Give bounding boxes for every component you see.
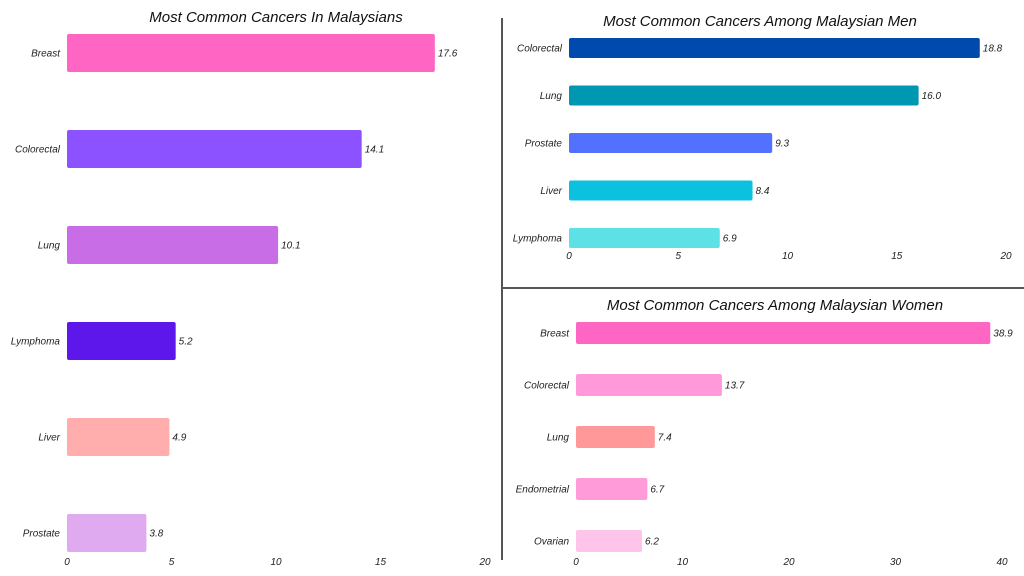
chart-title-all: Most Common Cancers In Malaysians xyxy=(149,9,403,26)
bar-endometrial xyxy=(576,478,648,500)
x-tick-label: 5 xyxy=(675,251,681,262)
category-label: Lung xyxy=(38,241,61,252)
bar-colorectal xyxy=(67,130,362,168)
x-tick-label: 15 xyxy=(375,557,387,568)
category-label: Endometrial xyxy=(516,485,570,496)
category-label: Lung xyxy=(540,91,563,102)
bar-lung xyxy=(569,85,919,106)
category-label: Breast xyxy=(31,49,61,60)
x-tick-label: 10 xyxy=(782,251,794,262)
bar-lung xyxy=(67,226,279,264)
x-tick-label: 15 xyxy=(891,251,903,262)
x-tick-label: 20 xyxy=(782,557,795,568)
bar-lymphoma xyxy=(67,322,176,360)
bar-lung xyxy=(576,426,655,448)
bar-prostate xyxy=(569,133,773,153)
bar-liver xyxy=(569,180,753,201)
x-tick-label: 0 xyxy=(64,557,70,568)
category-label: Prostate xyxy=(23,529,61,540)
chart-title-men: Most Common Cancers Among Malaysian Men xyxy=(603,13,917,30)
value-label: 7.4 xyxy=(658,433,672,444)
value-label: 6.7 xyxy=(650,485,664,496)
value-label: 16.0 xyxy=(922,91,942,102)
x-tick-label: 0 xyxy=(566,251,572,262)
category-label: Lymphoma xyxy=(11,337,61,348)
category-label: Liver xyxy=(540,186,562,197)
chart-title-women: Most Common Cancers Among Malaysian Wome… xyxy=(607,297,943,314)
x-tick-label: 5 xyxy=(169,557,175,568)
value-label: 17.6 xyxy=(438,49,458,60)
category-label: Breast xyxy=(540,329,570,340)
value-label: 5.2 xyxy=(179,337,193,348)
value-label: 6.9 xyxy=(723,234,737,245)
value-label: 14.1 xyxy=(365,145,384,156)
value-label: 8.4 xyxy=(756,186,770,197)
value-label: 10.1 xyxy=(281,241,300,252)
category-label: Prostate xyxy=(525,139,563,150)
value-label: 9.3 xyxy=(775,139,789,150)
category-label: Liver xyxy=(38,433,60,444)
x-tick-label: 20 xyxy=(999,251,1012,262)
x-tick-label: 10 xyxy=(677,557,689,568)
value-label: 4.9 xyxy=(172,433,186,444)
bar-ovarian xyxy=(576,530,643,552)
x-tick-label: 30 xyxy=(890,557,902,568)
bar-colorectal xyxy=(576,374,722,396)
value-label: 6.2 xyxy=(645,537,659,548)
category-label: Colorectal xyxy=(524,381,570,392)
bar-lymphoma xyxy=(569,228,720,248)
category-label: Lung xyxy=(547,433,570,444)
value-label: 3.8 xyxy=(149,529,163,540)
value-label: 18.8 xyxy=(983,44,1003,55)
category-label: Colorectal xyxy=(517,44,563,55)
category-label: Lymphoma xyxy=(513,234,563,245)
bar-liver xyxy=(67,418,170,456)
value-label: 38.9 xyxy=(993,329,1013,340)
bar-prostate xyxy=(67,514,147,552)
x-tick-label: 40 xyxy=(996,557,1008,568)
category-label: Ovarian xyxy=(534,537,569,548)
category-label: Colorectal xyxy=(15,145,61,156)
x-tick-label: 10 xyxy=(270,557,282,568)
bar-breast xyxy=(576,322,991,344)
x-tick-label: 20 xyxy=(478,557,491,568)
bar-colorectal xyxy=(569,38,980,58)
x-tick-label: 0 xyxy=(573,557,579,568)
value-label: 13.7 xyxy=(725,381,745,392)
bar-breast xyxy=(67,34,435,72)
